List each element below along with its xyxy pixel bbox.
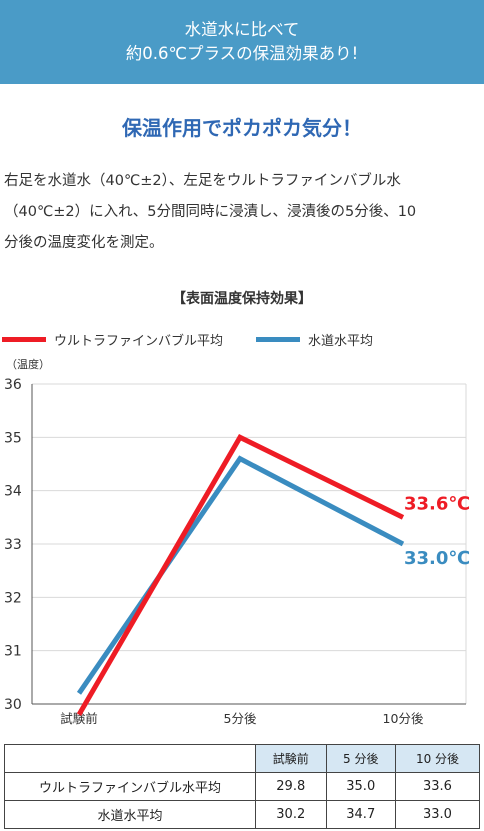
header-banner: 水道水に比べて 約0.6℃プラスの保温効果あり! — [0, 0, 484, 84]
y-tick-label: 30 — [4, 697, 22, 713]
banner-line-2: 約0.6℃プラスの保温効果あり! — [125, 44, 359, 63]
legend-item-ufb: ウルトラファインバブル平均 — [2, 330, 223, 349]
legend-swatch-ufb — [2, 337, 46, 342]
chart-title: 【表面温度保持効果】 — [172, 291, 312, 307]
data-label-ufb: 33.6℃ — [404, 493, 470, 514]
y-tick-label: 35 — [4, 430, 22, 446]
table-cell: 34.7 — [325, 800, 396, 829]
series-line-ufb — [76, 434, 405, 716]
table-header-10min: 10 分後 — [394, 744, 481, 773]
section-subtitle: 保温作用でポカポカ気分！ — [122, 116, 362, 140]
series-line-tap — [76, 455, 405, 695]
table-header-blank — [4, 744, 256, 773]
x-tick-label: 10分後 — [383, 711, 424, 726]
description-text: 右足を水道水（40℃±2）、左足をウルトラファインバブル水 （40℃±2）に入れ… — [4, 173, 417, 251]
banner-line-1: 水道水に比べて — [184, 20, 300, 39]
line-chart: 30 31 32 33 34 35 36 試験前 5分後 10分後 33.6℃ 33.0℃ — [4, 377, 470, 726]
y-tick-label: 33 — [4, 537, 22, 553]
y-axis-unit-label: （温度） — [6, 358, 50, 371]
table-cell: 29.8 — [255, 772, 327, 801]
legend-label-tap: 水道水平均 — [308, 334, 374, 349]
data-label-tap: 33.0℃ — [404, 548, 470, 569]
table-cell: 30.2 — [255, 800, 327, 829]
legend-swatch-tap — [256, 337, 300, 342]
y-tick-label: 31 — [4, 644, 22, 660]
table-header-before: 試験前 — [255, 744, 327, 773]
table-row-label: ウルトラファインバブル水平均 — [4, 772, 256, 801]
x-tick-label: 5分後 — [224, 711, 257, 726]
y-tick-label: 32 — [4, 590, 22, 606]
table-row-label: 水道水平均 — [4, 800, 256, 829]
table-row: 水道水平均 30.2 34.7 33.0 — [4, 800, 481, 829]
table-cell: 35.0 — [325, 772, 396, 801]
y-tick-label: 36 — [4, 377, 22, 393]
y-tick-label: 34 — [4, 484, 22, 500]
chart-legend: ウルトラファインバブル平均 水道水平均 — [2, 330, 482, 350]
legend-item-tap: 水道水平均 — [256, 330, 373, 349]
results-table: 試験前 5 分後 10 分後 ウルトラファインバブル水平均 29.8 35.0 … — [4, 744, 481, 829]
table-row: ウルトラファインバブル水平均 29.8 35.0 33.6 — [4, 772, 481, 801]
table-cell: 33.6 — [394, 772, 481, 801]
table-header-row: 試験前 5 分後 10 分後 — [4, 744, 481, 773]
table-cell: 33.0 — [394, 800, 481, 829]
table-header-5min: 5 分後 — [325, 744, 396, 773]
legend-label-ufb: ウルトラファインバブル平均 — [54, 334, 224, 349]
x-tick-label: 試験前 — [60, 711, 98, 726]
